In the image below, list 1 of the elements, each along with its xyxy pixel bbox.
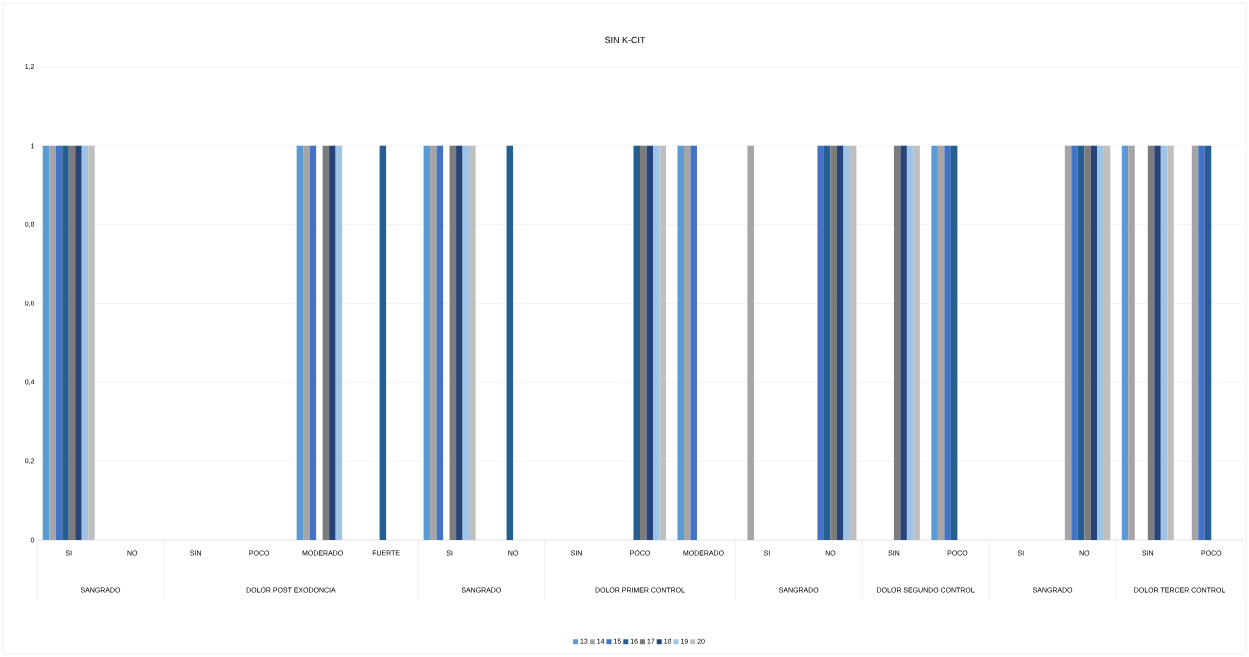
- chart-title: SIN K-CIT: [604, 36, 646, 44]
